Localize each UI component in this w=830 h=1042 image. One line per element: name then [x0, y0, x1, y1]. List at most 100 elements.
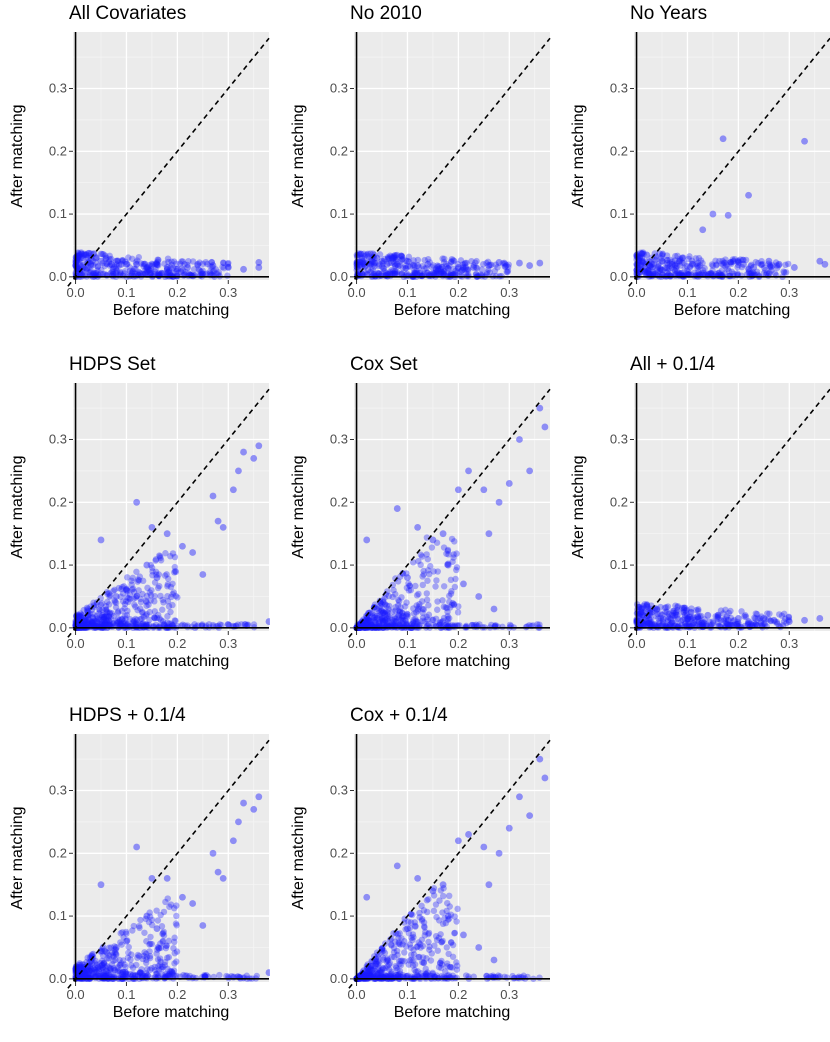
cluster-point [125, 943, 132, 951]
cluster-point [121, 972, 129, 980]
cluster-point [91, 270, 98, 277]
cluster-point [648, 620, 656, 628]
cluster-point [391, 270, 398, 278]
cluster-point [129, 971, 137, 978]
cluster-point [136, 269, 144, 277]
cluster-point [82, 621, 90, 629]
cluster-point [156, 552, 163, 559]
cluster-point [366, 972, 374, 979]
cluster-point [647, 621, 654, 628]
cluster-point [735, 258, 742, 265]
cluster-point [162, 898, 169, 906]
cluster-point [716, 257, 723, 265]
cluster-point [449, 964, 456, 971]
cluster-point [356, 972, 364, 979]
cluster-point [672, 602, 679, 609]
data-point [454, 486, 462, 494]
cluster-point [761, 621, 768, 628]
cluster-point [173, 260, 180, 268]
cluster-point [379, 617, 386, 624]
cluster-point [459, 266, 466, 274]
cluster-point [502, 263, 509, 270]
cluster-point [395, 607, 402, 615]
cluster-point [105, 964, 112, 971]
cluster-point [750, 619, 758, 627]
data-point [378, 257, 386, 265]
cluster-point [781, 610, 788, 617]
cluster-point [491, 267, 499, 275]
cluster-point [693, 260, 700, 268]
cluster-point [117, 270, 124, 277]
cluster-point [366, 972, 374, 979]
cluster-point [384, 621, 392, 628]
cluster-point [167, 583, 175, 591]
cluster-point [374, 958, 382, 965]
cluster-point [99, 971, 106, 979]
cluster-point [752, 258, 760, 266]
cluster-point [367, 966, 374, 973]
cluster-point [645, 616, 653, 623]
x-tick-label: 0.2 [729, 285, 747, 300]
cluster-point [423, 590, 431, 597]
cluster-point [450, 554, 457, 561]
cluster-point [379, 618, 387, 626]
cluster-point [384, 957, 392, 964]
cluster-point [415, 953, 422, 961]
cluster-point [144, 965, 151, 973]
cluster-point [681, 615, 688, 622]
cluster-point [725, 609, 732, 617]
cluster-point [651, 621, 659, 628]
cluster-point [398, 256, 405, 263]
cluster-point [700, 269, 708, 277]
cluster-point [775, 262, 782, 269]
cluster-point [391, 251, 399, 259]
cluster-point [383, 958, 390, 965]
cluster-point [100, 959, 108, 966]
cluster-point [206, 268, 214, 275]
data-point [536, 404, 544, 412]
cluster-point [415, 603, 423, 610]
cluster-point [102, 256, 109, 263]
cluster-point [158, 963, 166, 970]
cluster-point [402, 943, 410, 950]
cluster-point [356, 251, 363, 258]
cluster-point [87, 621, 94, 628]
cluster-point [671, 261, 678, 269]
cluster-point [165, 971, 172, 978]
cluster-point [678, 621, 685, 628]
cluster-point [381, 600, 389, 608]
cluster-point [118, 941, 125, 948]
cluster-point [137, 598, 145, 606]
cluster-point [761, 264, 768, 272]
cluster-point [111, 597, 118, 604]
cluster-point [89, 618, 96, 625]
cluster-point [748, 261, 755, 269]
cluster-point [358, 255, 366, 263]
plot-background [354, 383, 550, 631]
cluster-point [778, 612, 786, 619]
cluster-point [383, 615, 390, 622]
data-point [133, 260, 141, 268]
cluster-point [423, 269, 431, 277]
cluster-point [134, 954, 141, 961]
data-point [184, 264, 191, 271]
cluster-point [674, 252, 681, 260]
data-point [219, 875, 227, 882]
cluster-point [125, 949, 132, 956]
cluster-point [386, 936, 394, 943]
cluster-point [450, 551, 457, 558]
cluster-point [142, 597, 150, 605]
cluster-point [434, 598, 441, 605]
cluster-point [363, 616, 370, 623]
cluster-point [117, 939, 124, 946]
y-tick-label: 0.0 [49, 269, 67, 284]
cluster-point [421, 265, 428, 272]
data-point [526, 262, 534, 269]
cluster-point [97, 621, 104, 628]
cluster-point [367, 963, 374, 970]
cluster-point [473, 621, 480, 628]
cluster-point [170, 589, 177, 596]
cluster-point [397, 604, 404, 611]
cluster-point [462, 264, 469, 271]
cluster-point [164, 593, 171, 600]
